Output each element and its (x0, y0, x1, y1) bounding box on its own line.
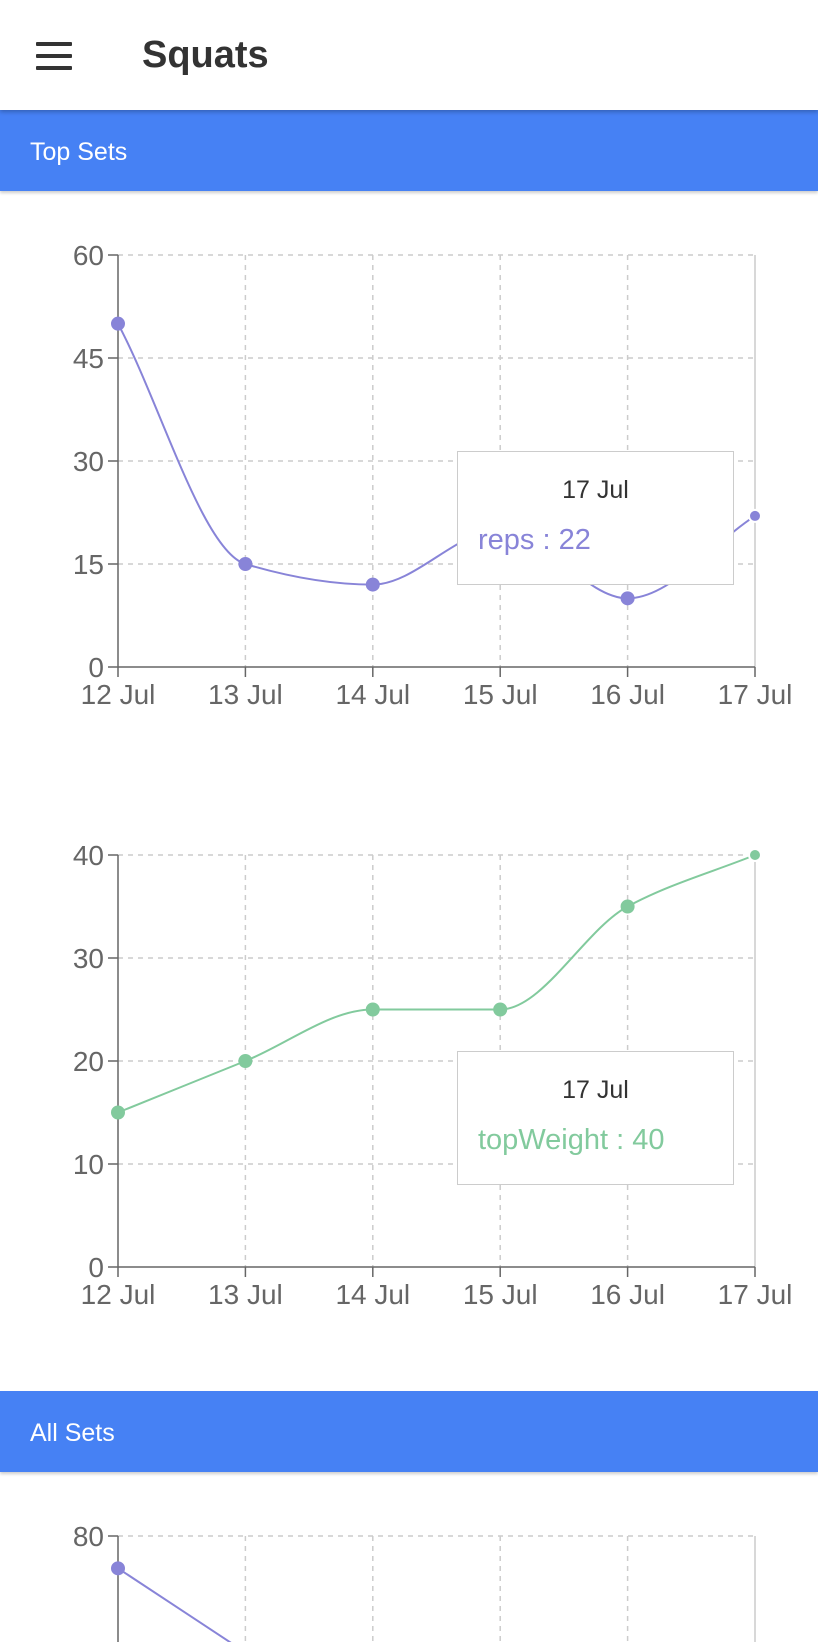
x-tick-label: 15 Jul (463, 1279, 538, 1310)
tooltip-series-value: 22 (558, 524, 591, 556)
x-tick-label: 17 Jul (718, 679, 793, 710)
tooltip-separator: : (534, 524, 559, 556)
data-point-topWeight (111, 1105, 125, 1120)
series-line-reps (117, 323, 756, 600)
tooltip-value: topWeight : 40 (478, 1124, 664, 1157)
data-point-topWeight (238, 1054, 253, 1068)
y-tick-label: 40 (73, 840, 104, 871)
y-tick-label: 15 (73, 549, 104, 580)
section-label-all-sets: All Sets (30, 1419, 115, 1447)
data-point-topWeight (365, 1002, 380, 1017)
y-tick-label: 10 (73, 1149, 104, 1180)
x-tick-label: 14 Jul (335, 679, 410, 710)
y-tick-label: 30 (73, 943, 104, 974)
data-point-reps (620, 591, 635, 606)
x-tick-label: 16 Jul (590, 679, 665, 710)
y-tick-label: 0 (88, 1252, 104, 1283)
y-tick-label: 0 (88, 652, 104, 683)
x-tick-label: 15 Jul (463, 679, 538, 710)
tooltip-date: 17 Jul (562, 1076, 629, 1104)
hamburger-menu-icon[interactable] (34, 42, 74, 70)
tooltip-value: reps : 22 (478, 524, 591, 557)
x-tick-label: 12 Jul (81, 1279, 156, 1310)
x-tick-label: 12 Jul (81, 679, 156, 710)
y-tick-label: 20 (73, 1046, 104, 1077)
y-tick-label: 60 (73, 240, 104, 271)
x-tick-label: 17 Jul (718, 1279, 793, 1310)
data-point-reps (111, 1561, 125, 1576)
reps-tooltip: 17 Jul reps : 22 (457, 451, 734, 585)
tooltip-series-value: 40 (632, 1124, 665, 1156)
section-header-all-sets: All Sets (0, 1391, 818, 1472)
y-tick-label: 80 (73, 1521, 104, 1552)
tooltip-series-name: topWeight (478, 1124, 609, 1156)
all-sets-chart: 6080 (73, 1521, 756, 1642)
reps-chart: 0 15 30 45 60 12 Jul 13 Jul 14 Jul 15 Jul 16 Jul 1… (73, 240, 793, 710)
data-point-reps (365, 577, 380, 592)
x-tick-label: 13 Jul (208, 679, 283, 710)
series-line-topWeight (117, 854, 756, 1114)
data-point-topWeight (493, 1002, 508, 1017)
data-point-topWeight (748, 848, 762, 862)
tooltip-series-name: reps (478, 524, 535, 556)
section-header-top-sets: Top Sets (0, 110, 818, 191)
y-tick-label: 45 (73, 343, 104, 374)
data-point-reps (238, 557, 253, 571)
series-line-reps (117, 1567, 232, 1642)
app-bar: Squats (0, 0, 818, 110)
tooltip-date: 17 Jul (562, 476, 629, 504)
top-weight-chart: 0 10 20 30 40 12 Jul 13 Jul 14 Jul 15 Jul 16 Jul 1… (73, 840, 793, 1310)
x-tick-label: 13 Jul (208, 1279, 283, 1310)
data-point-reps (748, 508, 762, 523)
x-tick-label: 14 Jul (335, 1279, 410, 1310)
section-label-top-sets: Top Sets (30, 138, 128, 166)
top-weight-tooltip: 17 Jul topWeight : 40 (457, 1051, 734, 1185)
page-title: Squats (142, 34, 269, 76)
x-tick-label: 16 Jul (590, 1279, 665, 1310)
data-point-topWeight (620, 899, 635, 914)
y-tick-label: 30 (73, 446, 104, 477)
data-point-reps (111, 316, 125, 331)
tooltip-separator: : (608, 1124, 633, 1156)
